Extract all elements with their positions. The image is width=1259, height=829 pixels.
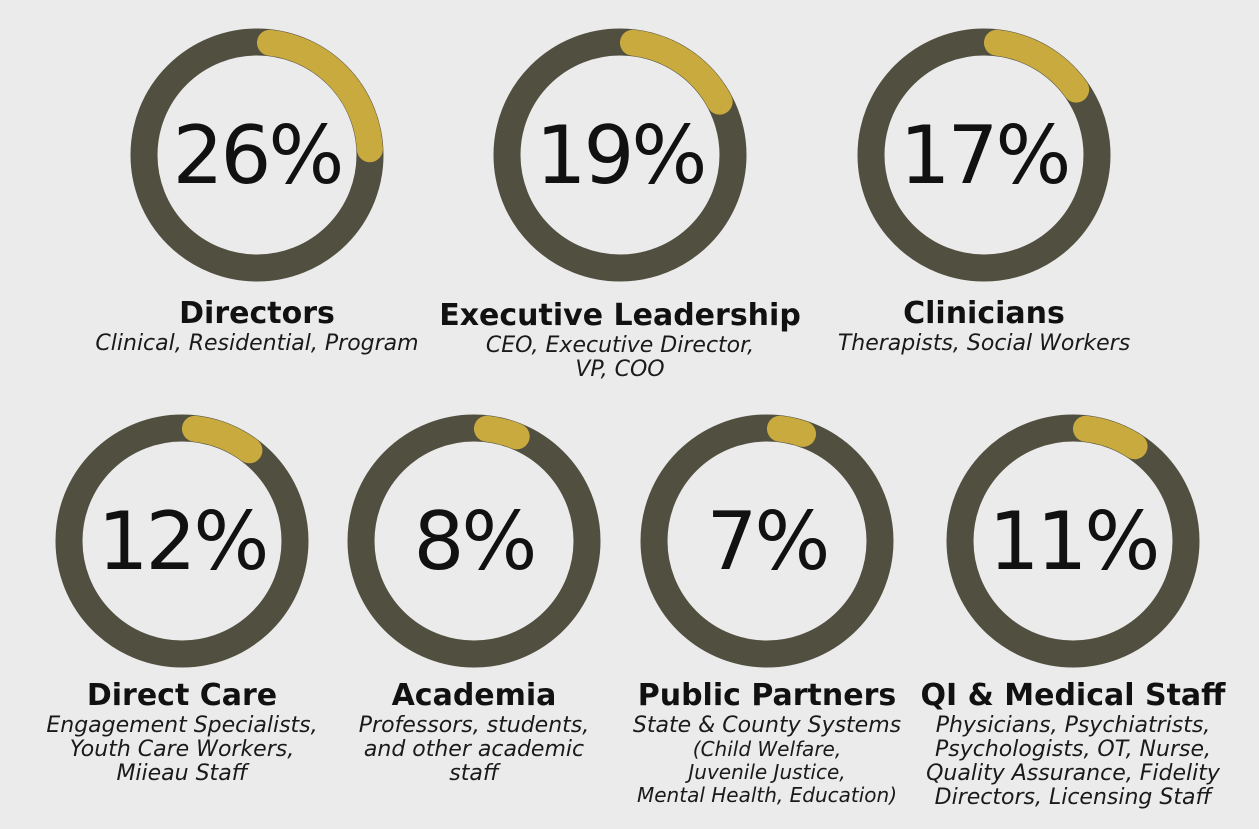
- category-block-2: Clinicians Therapists, Social Workers: [838, 296, 1130, 356]
- donut-percent-label-0: 26%: [173, 109, 342, 202]
- category-description-line-5-2: Juvenile Justice,: [688, 760, 846, 784]
- donut-highlight-arc-5: [641, 415, 893, 667]
- category-description-line-2-0: Therapists, Social Workers: [837, 331, 1131, 356]
- category-description-line-3-2: Miieau Staff: [116, 761, 248, 786]
- category-description-line-5-3: Mental Health, Education): [636, 783, 898, 807]
- donut-highlight-arc-4: [348, 415, 600, 667]
- donut-highlight-arc-3: [56, 415, 308, 667]
- category-description-line-5-1: (Child Welfare,: [692, 737, 842, 761]
- category-title-5: Public Partners: [637, 678, 897, 713]
- category-block-3: Direct Care Engagement Specialists, Youth …: [46, 678, 317, 786]
- category-title-6: QI & Medical Staff: [920, 678, 1226, 713]
- category-description-line-1-1: VP, COO: [575, 357, 665, 382]
- donut-percent-label-6: 11%: [989, 495, 1158, 588]
- donut-5: 7%: [640, 414, 894, 668]
- category-description-line-1-0: CEO, Executive Director,: [485, 333, 755, 358]
- category-description-1: CEO, Executive Director, VP, COO: [439, 334, 801, 382]
- category-description-line-6-3: Directors, Licensing Staff: [934, 785, 1212, 810]
- category-block-5: Public Partners State & County Systems (Ch…: [633, 678, 901, 807]
- category-description-2: Therapists, Social Workers: [838, 332, 1130, 356]
- donut-2: 17%: [857, 28, 1111, 282]
- category-description-line-3-0: Engagement Specialists,: [46, 713, 318, 738]
- donut-percent-label-3: 12%: [98, 495, 267, 588]
- category-description-4: Professors, students, and other academic s…: [359, 714, 589, 786]
- donut-percent-label-4: 8%: [414, 495, 535, 588]
- donut-0: 26%: [130, 28, 384, 282]
- donut-percent-label-1: 19%: [536, 109, 705, 202]
- category-block-1: Executive Leadership CEO, Executive Direc…: [439, 298, 801, 382]
- category-description-line-4-0: Professors, students,: [358, 713, 590, 738]
- category-description-5: State & County Systems (Child Welfare, Juv…: [633, 714, 901, 807]
- category-title-0: Directors: [179, 296, 335, 331]
- donut-3: 12%: [55, 414, 309, 668]
- category-title-4: Academia: [391, 678, 557, 713]
- category-title-3: Direct Care: [86, 678, 278, 713]
- donut-highlight-arc-1: [494, 29, 746, 281]
- donut-highlight-arc-0: [131, 29, 383, 281]
- category-description-line-0-0: Clinical, Residential, Program: [95, 331, 419, 356]
- donut-highlight-arc-6: [947, 415, 1199, 667]
- category-description-line-3-1: Youth Care Workers,: [69, 737, 295, 762]
- category-description-line-6-1: Psychologists, OT, Nurse,: [934, 737, 1211, 762]
- donut-4: 8%: [347, 414, 601, 668]
- category-block-0: Directors Clinical, Residential, Program: [95, 296, 418, 356]
- category-description-line-4-1: and other academic: [363, 737, 585, 762]
- category-description-0: Clinical, Residential, Program: [95, 332, 418, 356]
- category-title-1: Executive Leadership: [439, 298, 801, 333]
- category-description-line-5-0: State & County Systems: [632, 713, 902, 738]
- donut-6: 11%: [946, 414, 1200, 668]
- category-description-6: Physicians, Psychiatrists, Psychologists,…: [921, 714, 1226, 810]
- donut-1: 19%: [493, 28, 747, 282]
- category-block-6: QI & Medical Staff Physicians, Psychiatri…: [921, 678, 1226, 810]
- category-title-2: Clinicians: [903, 296, 1065, 331]
- donut-percent-label-5: 7%: [707, 495, 828, 588]
- donut-highlight-arc-2: [858, 29, 1110, 281]
- category-block-4: Academia Professors, students, and other a…: [359, 678, 589, 786]
- category-description-line-6-2: Quality Assurance, Fidelity: [926, 761, 1220, 786]
- category-description-line-4-2: staff: [449, 761, 499, 786]
- category-description-3: Engagement Specialists, Youth Care Worker…: [46, 714, 317, 786]
- donut-percent-label-2: 17%: [900, 109, 1069, 202]
- category-description-line-6-0: Physicians, Psychiatrists,: [935, 713, 1211, 738]
